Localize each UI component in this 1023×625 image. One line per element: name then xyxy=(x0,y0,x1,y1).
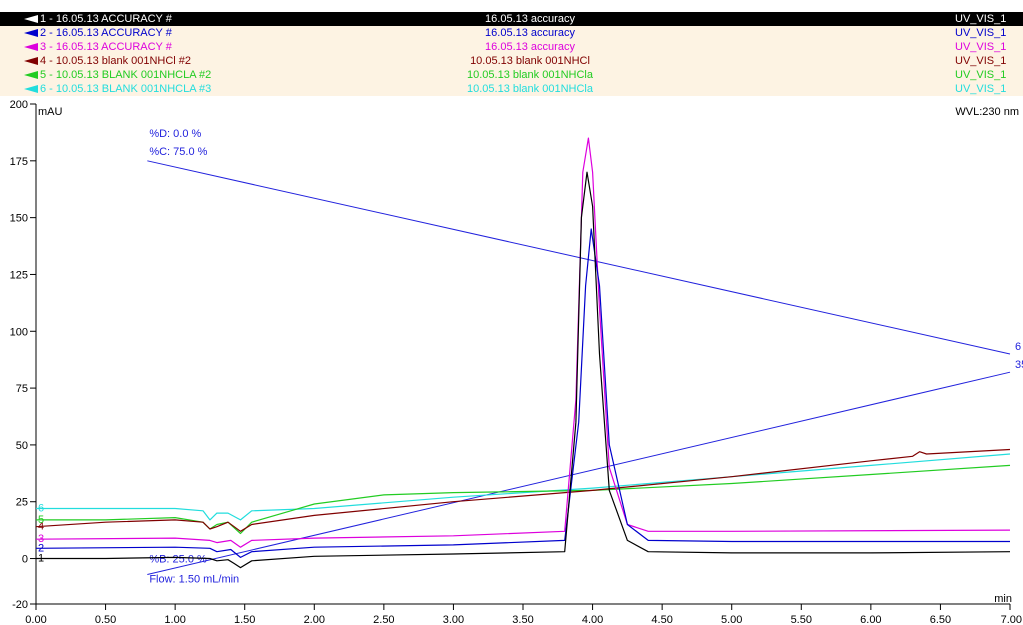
trace-arrow-icon xyxy=(24,29,38,37)
y-axis-label: mAU xyxy=(38,106,63,118)
y-tick-label: 100 xyxy=(10,326,28,338)
legend-detector: UV_VIS_1 xyxy=(955,83,1007,95)
legend-trace-name: 1 - 16.05.13 ACCURACY # xyxy=(40,13,172,25)
gradient-b-line-end-label: 35 xyxy=(1015,359,1023,371)
trace-arrow-icon xyxy=(24,85,38,93)
gradient-b-line xyxy=(147,371,1011,575)
chromatogram-legend: 1 - 16.05.13 ACCURACY # 16.05.13 accuracy… xyxy=(0,12,1023,96)
trace-4-label: 4 xyxy=(38,521,44,533)
legend-sample-name: 16.05.13 accuracy xyxy=(485,41,575,53)
legend-sample-name: 10.05.13 blank 001NHCla xyxy=(467,83,593,95)
trace-3-line xyxy=(35,137,1011,548)
legend-row[interactable]: 6 - 10.05.13 BLANK 001NHCLA #3 10.05.13 b… xyxy=(0,82,1023,96)
legend-detector: UV_VIS_1 xyxy=(955,27,1007,39)
x-tick-label: 6.50 xyxy=(930,614,951,625)
x-tick-label: 4.50 xyxy=(651,614,672,625)
legend-sample-name: 16.05.13 accuracy xyxy=(485,13,575,25)
trace-5-line xyxy=(36,464,1011,535)
gradient-c-line-end-label: 6 xyxy=(1015,341,1021,353)
trace-6-label: 6 xyxy=(38,503,44,515)
trace-5-label: 5 xyxy=(38,514,44,526)
x-tick-label: 3.00 xyxy=(443,614,464,625)
legend-row[interactable]: 5 - 10.05.13 BLANK 001NHCLA #2 10.05.13 b… xyxy=(0,68,1023,82)
x-tick-label: 0.50 xyxy=(95,614,116,625)
y-tick-label: 200 xyxy=(10,99,28,111)
chromatogram-traces xyxy=(35,137,1011,569)
trace-3-label: 3 xyxy=(38,533,44,545)
legend-detector: UV_VIS_1 xyxy=(955,55,1007,67)
x-tick-label: 3.50 xyxy=(512,614,533,625)
legend-row[interactable]: 2 - 16.05.13 ACCURACY # 16.05.13 accuracy… xyxy=(0,26,1023,40)
trace-6-line xyxy=(36,453,1011,521)
x-tick-label: 7.00 xyxy=(1001,614,1022,625)
gradient-d-label: %D: 0.0 % xyxy=(149,128,201,140)
y-tick-label: 75 xyxy=(16,383,28,395)
chart-axes xyxy=(35,104,1010,605)
y-tick-label: 125 xyxy=(10,269,28,281)
legend-detector: UV_VIS_1 xyxy=(955,41,1007,53)
trace-arrow-icon xyxy=(24,15,38,23)
y-ticks: -20 0 25 50 75 100 125 150 175 200 xyxy=(10,99,36,611)
x-tick-label: 5.50 xyxy=(791,614,812,625)
trace-2-label: 2 xyxy=(38,542,44,554)
flow-label: Flow: 1.50 mL/min xyxy=(149,573,239,585)
legend-trace-name: 5 - 10.05.13 BLANK 001NHCLA #2 xyxy=(40,69,212,81)
legend-trace-name: 4 - 10.05.13 blank 001NHCl #2 xyxy=(40,55,192,67)
x-tick-label: 1.00 xyxy=(164,614,185,625)
trace-1-label: 1 xyxy=(38,553,44,565)
gradient-c-label: %C: 75.0 % xyxy=(149,146,207,158)
legend-detector: UV_VIS_1 xyxy=(955,69,1007,81)
trace-arrow-icon xyxy=(24,71,38,79)
gradient-b-label: %B: 25.0 % xyxy=(149,553,207,565)
x-tick-label: 6.00 xyxy=(860,614,881,625)
trace-1-line xyxy=(36,171,1011,569)
x-axis-label: min xyxy=(994,593,1012,605)
x-tick-label: 4.00 xyxy=(582,614,603,625)
trace-arrow-icon xyxy=(24,57,38,65)
legend-sample-name: 16.05.13 accuracy xyxy=(485,27,575,39)
legend-detector: UV_VIS_1 xyxy=(955,13,1007,25)
legend-row[interactable]: 1 - 16.05.13 ACCURACY # 16.05.13 accuracy… xyxy=(0,12,1023,26)
y-tick-label: -20 xyxy=(12,599,28,611)
y-tick-label: 175 xyxy=(10,156,28,168)
y-tick-label: 0 xyxy=(22,554,28,566)
x-ticks: 0.00 0.50 1.00 1.50 2.00 2.50 3.00 3.50 4.00 4.50… xyxy=(25,604,1022,625)
gradient-c-line xyxy=(147,160,1011,355)
legend-trace-name: 2 - 16.05.13 ACCURACY # xyxy=(40,27,172,39)
x-tick-label: 2.50 xyxy=(373,614,394,625)
x-tick-label: 0.00 xyxy=(25,614,46,625)
trace-arrow-icon xyxy=(24,43,38,51)
trace-4-line xyxy=(35,448,1011,532)
y-tick-label: 50 xyxy=(16,440,28,452)
gradient-lines: 6 35 %D: 0.0 % %C: 75.0 % %B: 25.0 % Flow: 1.… xyxy=(147,128,1023,585)
x-tick-label: 1.50 xyxy=(234,614,255,625)
legend-sample-name: 10.05.13 blank 001NHCl xyxy=(470,55,590,67)
y-tick-label: 25 xyxy=(16,497,28,509)
trace-2-line xyxy=(35,228,1010,558)
legend-row[interactable]: 4 - 10.05.13 blank 001NHCl #2 10.05.13 bl… xyxy=(0,54,1023,68)
x-tick-label: 5.00 xyxy=(721,614,742,625)
legend-trace-name: 3 - 16.05.13 ACCURACY # xyxy=(40,41,172,53)
wavelength-label: WVL:230 nm xyxy=(955,106,1019,118)
x-tick-label: 2.00 xyxy=(304,614,325,625)
legend-row[interactable]: 3 - 16.05.13 ACCURACY # 16.05.13 accuracy… xyxy=(0,40,1023,54)
legend-sample-name: 10.05.13 blank 001NHCla xyxy=(467,69,593,81)
legend-trace-name: 6 - 10.05.13 BLANK 001NHCLA #3 xyxy=(40,83,212,95)
y-tick-label: 150 xyxy=(10,213,28,225)
